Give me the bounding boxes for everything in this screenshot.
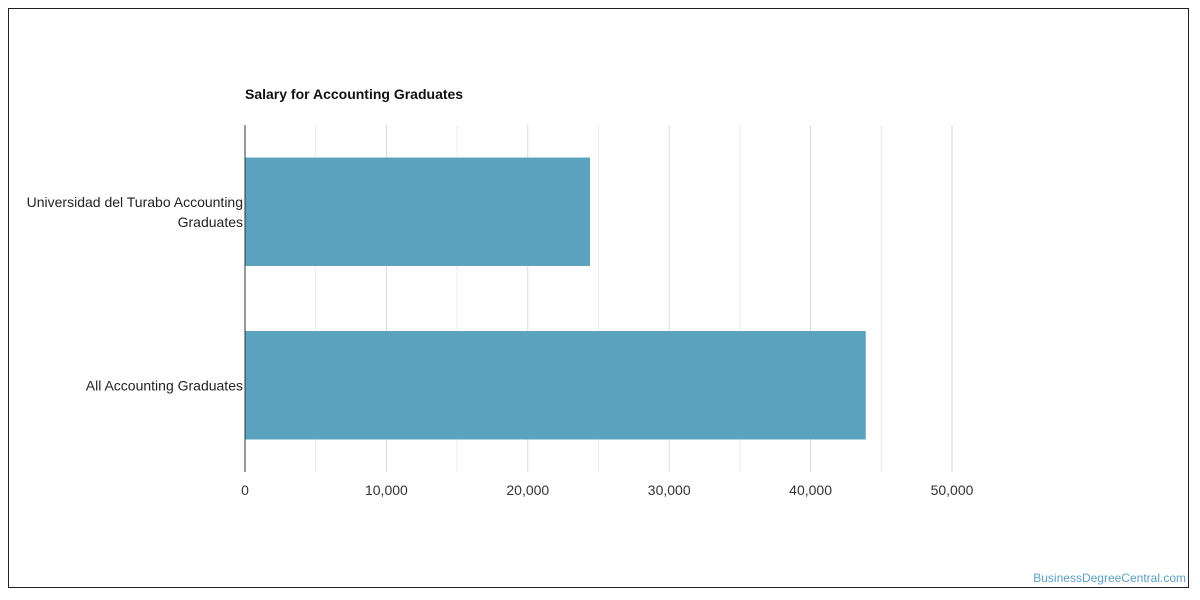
x-tick-label: 10,000 (365, 482, 408, 498)
x-tick-label: 30,000 (648, 482, 691, 498)
x-tick-label: 50,000 (931, 482, 974, 498)
watermark[interactable]: BusinessDegreeCentral.com (1033, 571, 1186, 585)
bar[interactable] (245, 331, 866, 440)
category-label: Universidad del Turabo Accounting (27, 194, 243, 210)
category-label: All Accounting Graduates (86, 377, 243, 393)
chart-title: Salary for Accounting Graduates (245, 86, 463, 102)
x-tick-label: 40,000 (789, 482, 832, 498)
x-tick-label: 0 (241, 482, 249, 498)
category-label: Graduates (178, 214, 243, 230)
bar[interactable] (245, 157, 591, 266)
x-tick-label: 20,000 (506, 482, 549, 498)
